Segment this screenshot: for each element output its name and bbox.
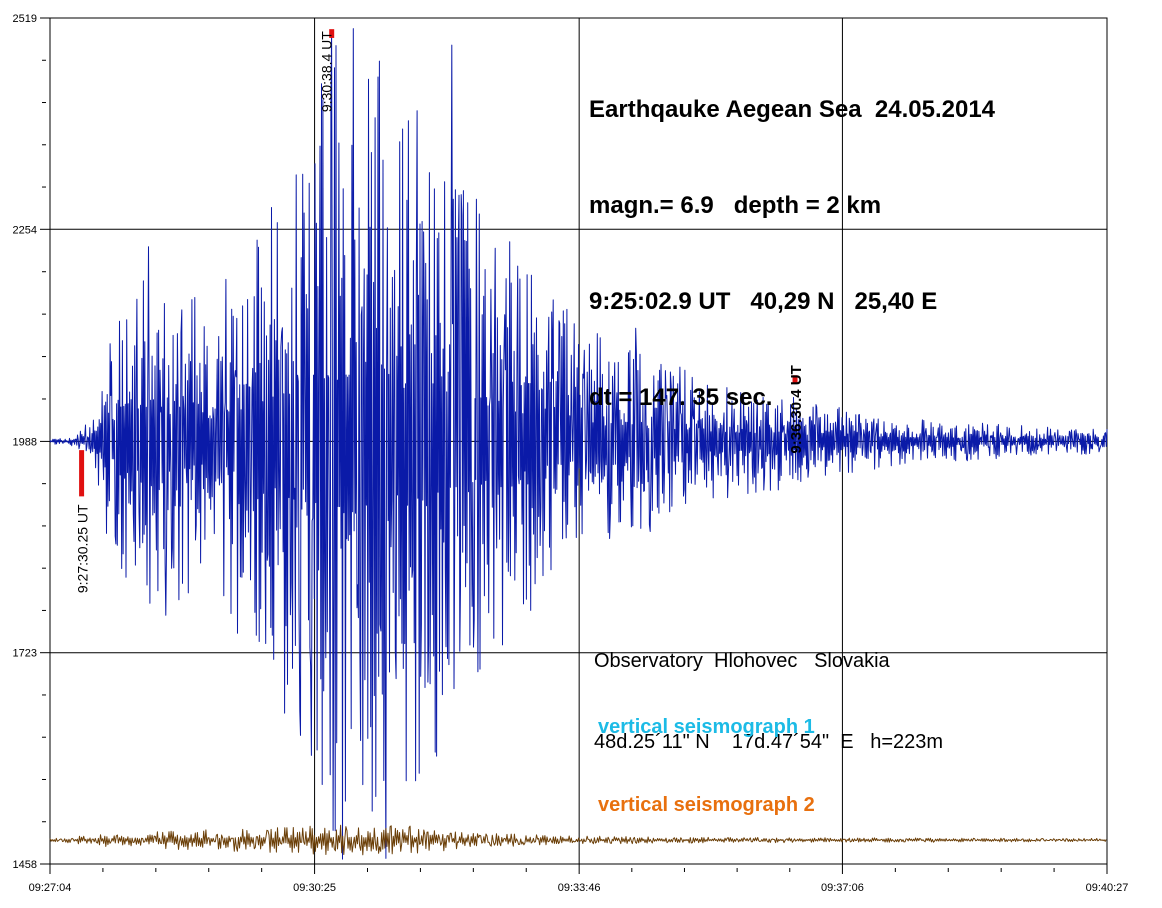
legend: vertical seismograph 1 vertical seismogr…: [598, 662, 815, 844]
series-line-2: [49, 824, 1107, 856]
arrival-label-3: 9:36:30.4 UT: [788, 365, 805, 453]
minor-ticks: [42, 59, 1055, 872]
legend-entry-seismograph-1: vertical seismograph 1: [598, 716, 815, 738]
event-dt: dt = 147. 35 sec.: [589, 384, 773, 411]
x-tick-label: 09:30:25: [293, 882, 336, 894]
x-tick-label: 09:40:27: [1086, 882, 1129, 894]
x-tick-label: 09:33:46: [558, 882, 601, 894]
station-coordinates: 48d.25´11" N 17d.47´54" E h=223m: [594, 731, 944, 753]
y-tick-label: 1458: [13, 859, 37, 871]
station-info: Observatory Hlohovec Slovakia 48d.25´11"…: [594, 594, 943, 783]
y-axis-ticks: 2519 2254 1988 1723 1458: [13, 13, 50, 871]
station-name: Observatory Hlohovec Slovakia: [594, 650, 890, 672]
event-origin: 9:25:02.9 UT 40,29 N 25,40 E: [589, 288, 938, 315]
series-line-1: [49, 28, 1108, 860]
series-layer: [49, 28, 1108, 860]
event-info: Earthqauke Aegean Sea 24.05.2014 magn.= …: [589, 30, 995, 446]
x-tick-label: 09:37:06: [821, 882, 864, 894]
arrival-label-2: 9:30:38.4 UT: [319, 31, 335, 112]
y-tick-label: 2519: [13, 13, 37, 25]
x-axis-ticks: 09:27:04 09:30:25 09:33:46 09:37:06 09:40:27: [29, 864, 1129, 894]
arrival-markers: 9:27:30.25 UT 9:30:38.4 UT 9:36:30.4 UT: [75, 29, 805, 593]
x-tick-label: 09:27:04: [29, 882, 72, 894]
event-magnitude: magn.= 6.9 depth = 2 km: [589, 192, 882, 219]
y-tick-label: 1988: [13, 436, 37, 448]
y-tick-label: 1723: [13, 648, 37, 660]
y-tick-label: 2254: [13, 224, 37, 236]
arrival-label-1: 9:27:30.25 UT: [75, 504, 91, 593]
event-title: Earthqauke Aegean Sea 24.05.2014: [589, 96, 996, 123]
legend-entry-seismograph-2: vertical seismograph 2: [598, 794, 815, 816]
